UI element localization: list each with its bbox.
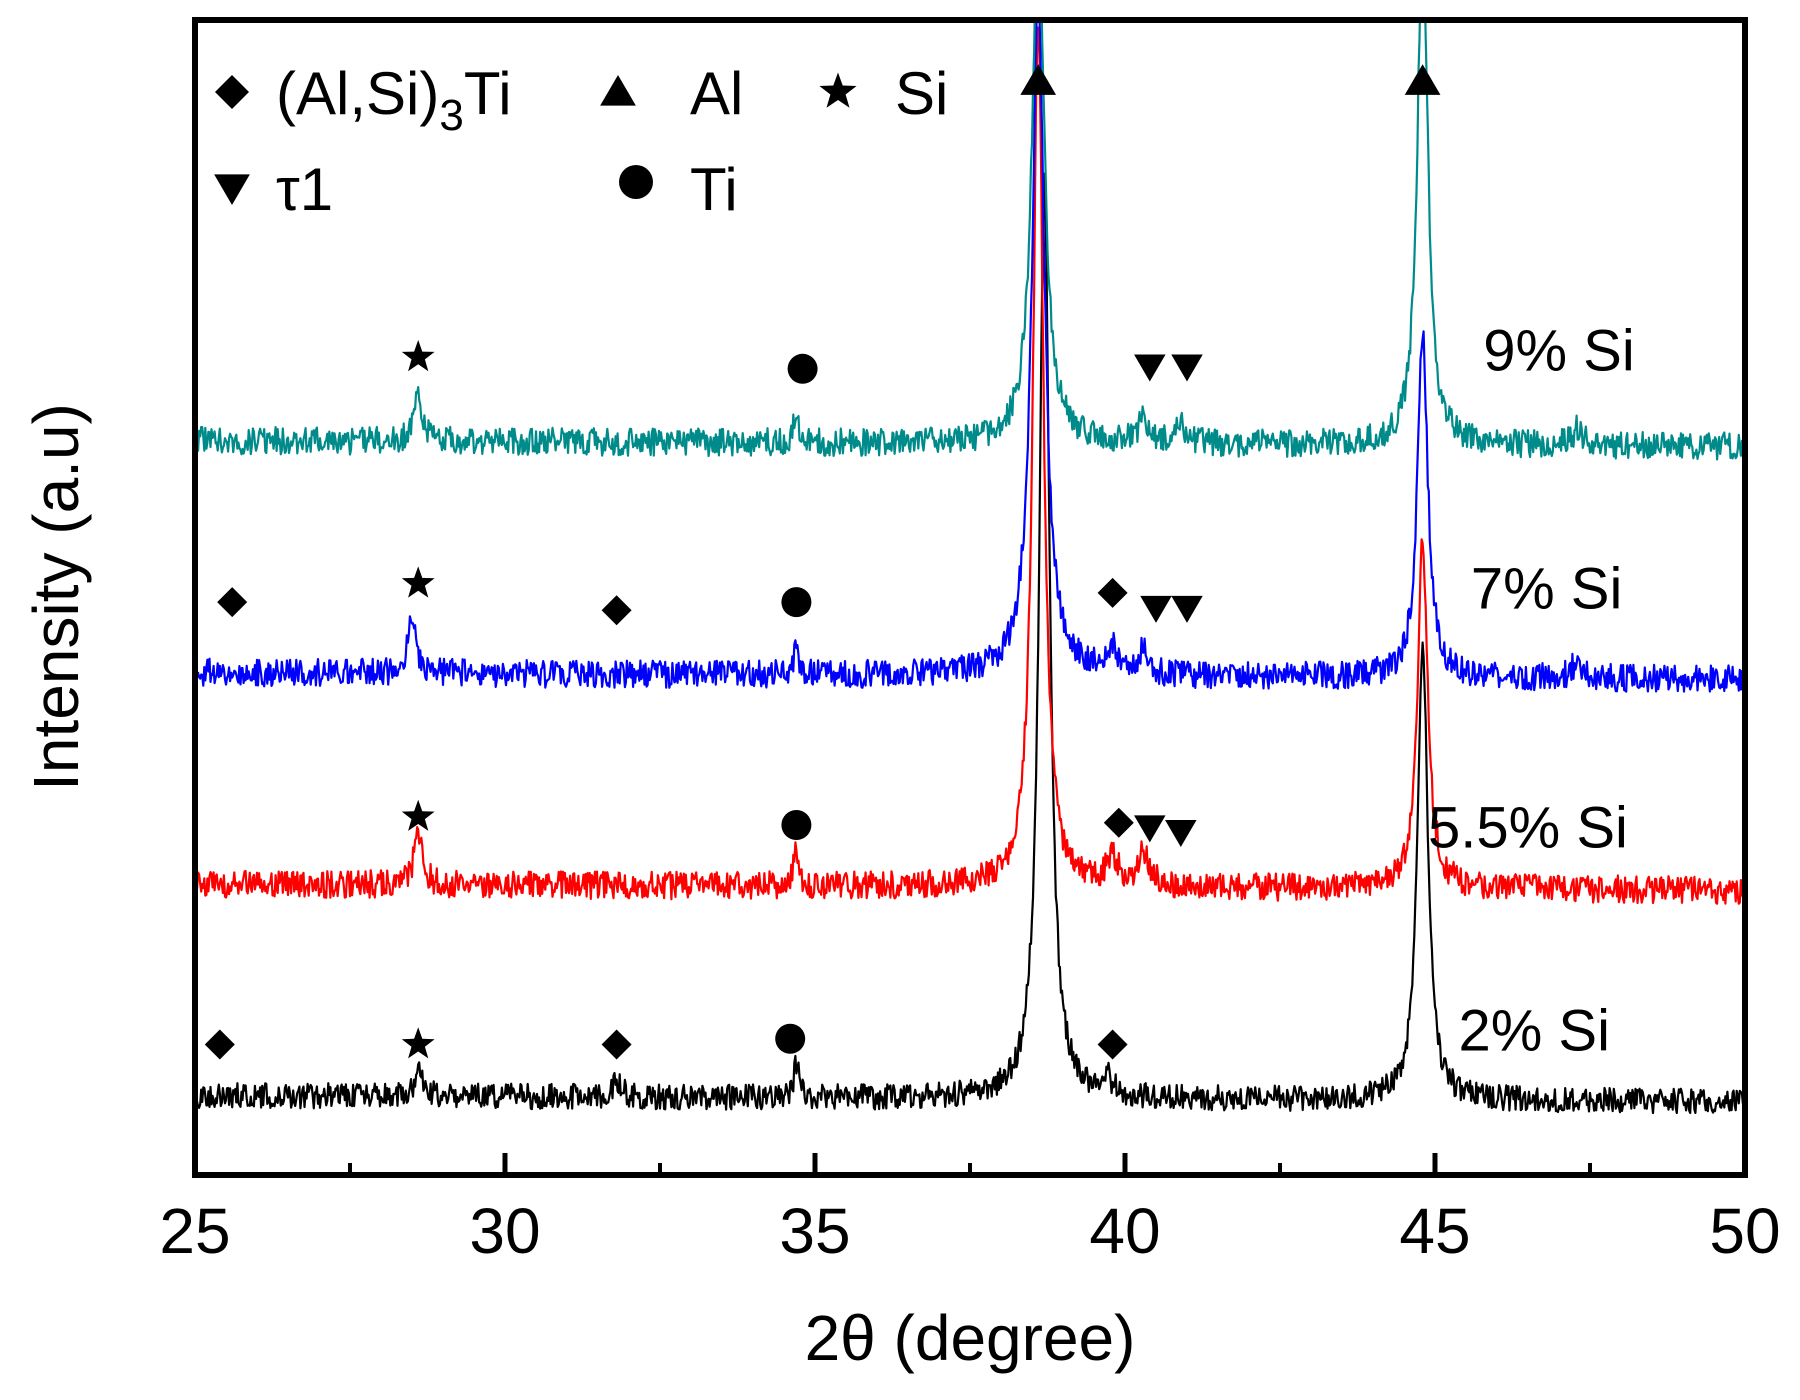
legend-entry-label: Si xyxy=(895,60,948,127)
circle-marker xyxy=(781,587,812,618)
triangle-down-marker xyxy=(1134,354,1166,382)
circle-marker xyxy=(775,1023,806,1054)
series-label: 7% Si xyxy=(1471,556,1623,621)
al-peak-triangle-up-marker xyxy=(1020,64,1057,95)
al-peak-triangle-up-marker xyxy=(1404,64,1441,95)
x-tick-label: 35 xyxy=(779,1195,850,1267)
diamond-marker xyxy=(204,1029,235,1060)
series-label: 9% Si xyxy=(1483,318,1635,383)
legend-triangle-down-icon xyxy=(214,174,250,205)
series-line-9-si xyxy=(195,20,1745,461)
series-line-2-si xyxy=(195,172,1745,1115)
x-tick-label: 45 xyxy=(1399,1195,1470,1267)
legend-diamond-icon xyxy=(215,75,249,109)
triangle-down-marker xyxy=(1171,595,1203,623)
x-tick-label: 30 xyxy=(469,1195,540,1267)
legend-star-icon xyxy=(819,72,857,108)
label-layer: 9% Si 7% Si 5.5% Si 2% Si xyxy=(1428,318,1635,1063)
triangle-down-marker xyxy=(1140,595,1172,623)
marker-layer xyxy=(204,64,1441,1060)
star-marker xyxy=(401,799,435,831)
legend-entry-label: Al xyxy=(690,60,743,127)
series-line-7-si xyxy=(195,20,1745,693)
legend-entry-label: (Al,Si)3Ti xyxy=(276,60,512,140)
y-axis-title: Intensity (a.u) xyxy=(20,403,92,791)
legend-entry-label: Ti xyxy=(690,156,738,223)
x-axis: 25 30 35 40 45 50 xyxy=(159,1153,1781,1267)
diamond-marker xyxy=(601,1029,632,1060)
series-line-5-5-si xyxy=(195,26,1745,905)
series-label: 2% Si xyxy=(1458,999,1610,1064)
circle-marker xyxy=(781,810,812,841)
star-marker xyxy=(401,340,435,372)
diamond-marker xyxy=(601,595,632,626)
diamond-marker xyxy=(217,587,248,618)
star-marker xyxy=(401,1027,435,1059)
legend: (Al,Si)3Ti Al Si τ1 Ti xyxy=(214,60,948,223)
circle-marker xyxy=(787,353,818,384)
x-tick-label: 40 xyxy=(1089,1195,1160,1267)
star-marker xyxy=(401,566,435,598)
x-axis-title: 2θ (degree) xyxy=(805,1302,1136,1374)
triangle-down-marker xyxy=(1165,819,1197,847)
diamond-marker xyxy=(1097,1029,1128,1060)
x-tick-label: 50 xyxy=(1709,1195,1780,1267)
diamond-marker xyxy=(1103,807,1134,838)
triangle-down-marker xyxy=(1134,815,1166,843)
series-layer xyxy=(195,20,1745,1115)
series-label: 5.5% Si xyxy=(1428,795,1628,860)
triangle-down-marker xyxy=(1171,354,1203,382)
diamond-marker xyxy=(1097,577,1128,608)
legend-entry-label: τ1 xyxy=(276,156,333,223)
x-tick-label: 25 xyxy=(159,1195,230,1267)
legend-circle-icon xyxy=(619,165,653,199)
legend-triangle-up-icon xyxy=(600,75,636,106)
